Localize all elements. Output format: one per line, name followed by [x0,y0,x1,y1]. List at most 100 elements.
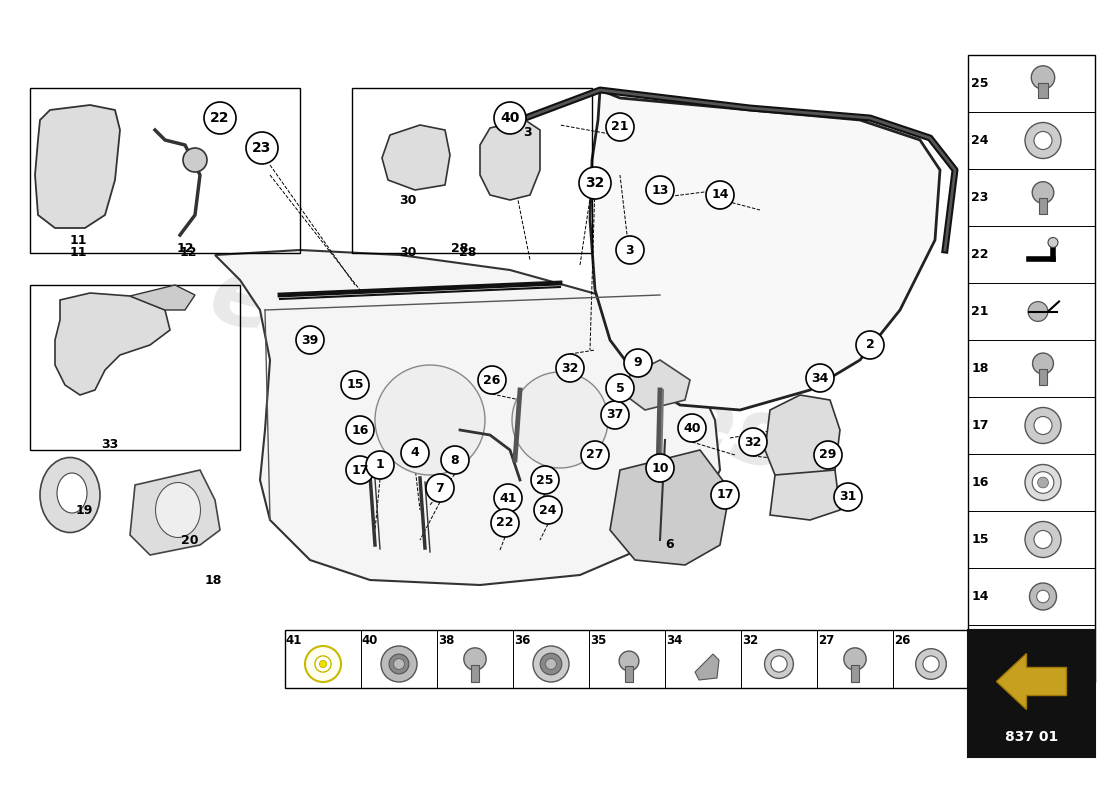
Text: 35: 35 [590,634,606,646]
Polygon shape [997,654,1067,710]
Circle shape [1025,465,1062,501]
Circle shape [478,366,506,394]
Circle shape [531,466,559,494]
Circle shape [464,648,486,670]
Text: 39: 39 [301,334,319,346]
Text: 23: 23 [252,141,272,155]
Text: 8: 8 [451,454,460,466]
Circle shape [389,654,409,674]
Text: 3: 3 [626,243,635,257]
Text: 32: 32 [745,435,761,449]
Text: 25: 25 [537,474,553,486]
Circle shape [579,167,610,199]
Circle shape [315,656,331,672]
Text: 14: 14 [712,189,728,202]
Polygon shape [764,395,840,480]
Bar [851,666,859,682]
Text: 4: 4 [410,446,419,459]
Text: 11: 11 [69,234,87,246]
Circle shape [923,656,939,672]
Text: 14: 14 [971,590,989,603]
Circle shape [375,365,485,475]
Polygon shape [130,285,195,310]
Text: 38: 38 [438,634,454,646]
Bar [30,88,300,253]
Circle shape [546,658,557,670]
Text: 21: 21 [971,305,989,318]
Bar [352,88,592,253]
Circle shape [1032,182,1054,203]
Polygon shape [35,105,120,228]
Circle shape [366,451,394,479]
Circle shape [706,181,734,209]
Circle shape [494,484,522,512]
Text: 13: 13 [651,183,669,197]
Text: 26: 26 [894,634,910,646]
Text: 5: 5 [616,382,625,394]
Circle shape [711,481,739,509]
Circle shape [556,354,584,382]
Polygon shape [382,125,450,190]
Circle shape [534,646,569,682]
Circle shape [305,646,341,682]
Bar [968,55,1094,682]
Circle shape [1030,583,1056,610]
Text: 28: 28 [451,242,469,254]
Circle shape [426,474,454,502]
Text: 24: 24 [539,503,557,517]
Ellipse shape [155,482,200,538]
Polygon shape [55,293,170,395]
Ellipse shape [57,473,87,513]
Circle shape [1032,472,1054,494]
Circle shape [806,364,834,392]
Text: 22: 22 [971,248,989,261]
Circle shape [1034,417,1052,434]
Text: a passion for parts since 1965: a passion for parts since 1965 [290,410,710,510]
Circle shape [512,372,608,468]
Circle shape [1025,522,1062,558]
Circle shape [1036,590,1049,603]
Text: 16: 16 [971,476,989,489]
Text: 15: 15 [346,378,364,391]
Polygon shape [770,470,840,520]
Text: 29: 29 [820,449,837,462]
Bar [968,630,1094,757]
Text: 20: 20 [182,534,199,546]
Ellipse shape [40,458,100,533]
Text: 17: 17 [351,463,369,477]
Text: 26: 26 [483,374,500,386]
Circle shape [844,648,866,670]
Circle shape [606,113,634,141]
Text: 15: 15 [971,533,989,546]
Text: 27: 27 [818,634,834,646]
Circle shape [1025,635,1062,671]
Text: 7: 7 [436,482,444,494]
Text: 3: 3 [524,126,532,139]
Circle shape [764,650,793,678]
Circle shape [441,446,469,474]
Circle shape [1037,477,1048,488]
Circle shape [1034,131,1052,150]
Circle shape [394,658,405,670]
Circle shape [183,148,207,172]
Text: 40: 40 [683,422,701,434]
Circle shape [581,441,609,469]
Circle shape [1034,530,1052,549]
Circle shape [1028,302,1048,322]
Text: 33: 33 [101,438,119,451]
Circle shape [346,456,374,484]
Circle shape [646,176,674,204]
Circle shape [601,401,629,429]
Text: 41: 41 [286,634,302,646]
Text: 6: 6 [666,538,674,551]
Text: 18: 18 [971,362,989,375]
Circle shape [402,439,429,467]
Polygon shape [214,250,720,585]
Bar [30,285,240,450]
Text: 40: 40 [362,634,378,646]
Bar [471,666,478,682]
Text: 1: 1 [375,458,384,471]
Text: 23: 23 [971,191,989,204]
Polygon shape [130,470,220,555]
Text: 36: 36 [514,634,530,646]
